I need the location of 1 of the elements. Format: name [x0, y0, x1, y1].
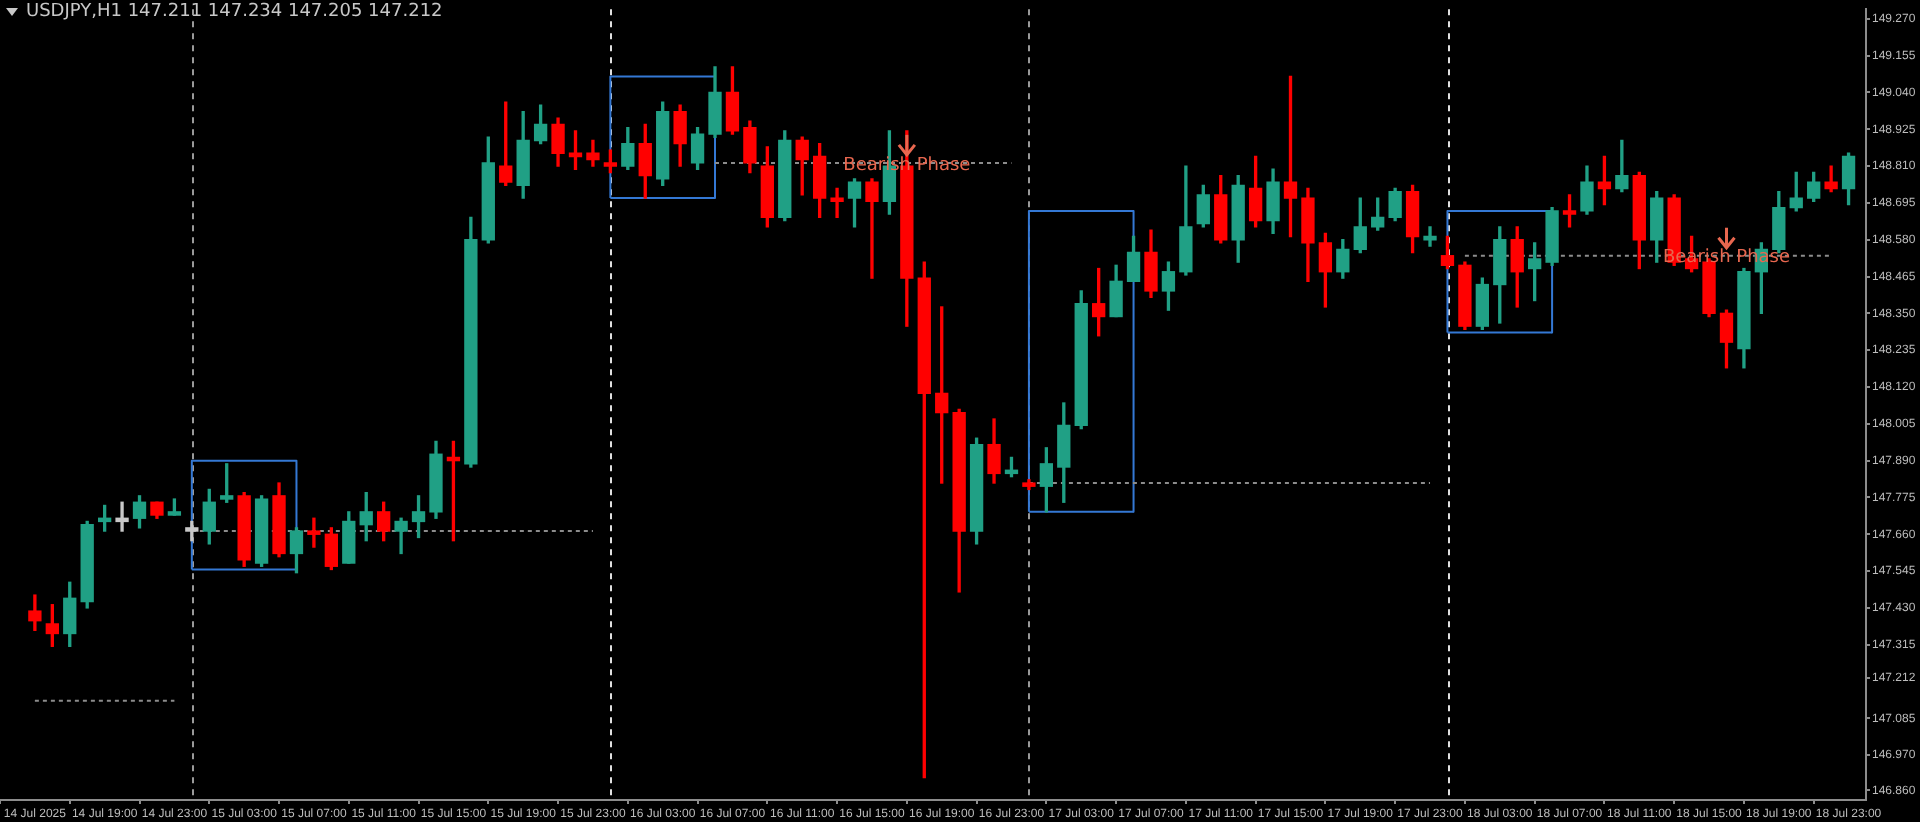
chart-title: USDJPY,H1 147.211 147.234 147.205 147.212: [26, 2, 443, 22]
